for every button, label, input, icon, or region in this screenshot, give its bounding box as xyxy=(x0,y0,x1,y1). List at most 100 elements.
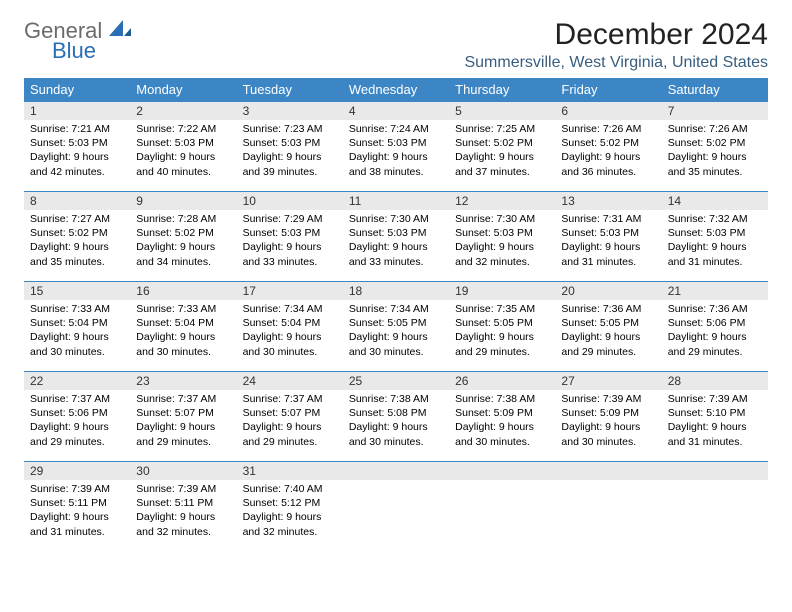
sunset-text: Sunset: 5:07 PM xyxy=(136,406,230,420)
day-content: Sunrise: 7:27 AMSunset: 5:02 PMDaylight:… xyxy=(24,210,130,275)
day-content: Sunrise: 7:29 AMSunset: 5:03 PMDaylight:… xyxy=(237,210,343,275)
sunset-text: Sunset: 5:09 PM xyxy=(455,406,549,420)
day-number-empty xyxy=(343,462,449,480)
sunrise-text: Sunrise: 7:35 AM xyxy=(455,302,549,316)
sunrise-text: Sunrise: 7:33 AM xyxy=(136,302,230,316)
day-number: 7 xyxy=(662,102,768,120)
daylight-text: Daylight: 9 hours and 33 minutes. xyxy=(243,240,337,268)
weekday-header-row: Sunday Monday Tuesday Wednesday Thursday… xyxy=(24,78,768,102)
sunset-text: Sunset: 5:11 PM xyxy=(136,496,230,510)
weekday-header: Monday xyxy=(130,78,236,102)
day-number: 5 xyxy=(449,102,555,120)
calendar-day-cell: 17Sunrise: 7:34 AMSunset: 5:04 PMDayligh… xyxy=(237,282,343,372)
sunrise-text: Sunrise: 7:25 AM xyxy=(455,122,549,136)
calendar-day-cell: 26Sunrise: 7:38 AMSunset: 5:09 PMDayligh… xyxy=(449,372,555,462)
sunset-text: Sunset: 5:05 PM xyxy=(455,316,549,330)
logo: General Blue xyxy=(24,18,133,64)
sunrise-text: Sunrise: 7:38 AM xyxy=(349,392,443,406)
sunset-text: Sunset: 5:06 PM xyxy=(30,406,124,420)
day-content: Sunrise: 7:32 AMSunset: 5:03 PMDaylight:… xyxy=(662,210,768,275)
calendar-day-cell: 24Sunrise: 7:37 AMSunset: 5:07 PMDayligh… xyxy=(237,372,343,462)
weekday-header: Wednesday xyxy=(343,78,449,102)
day-number: 23 xyxy=(130,372,236,390)
day-content: Sunrise: 7:30 AMSunset: 5:03 PMDaylight:… xyxy=(343,210,449,275)
sunset-text: Sunset: 5:05 PM xyxy=(349,316,443,330)
day-content: Sunrise: 7:39 AMSunset: 5:11 PMDaylight:… xyxy=(24,480,130,545)
calendar-day-cell: 6Sunrise: 7:26 AMSunset: 5:02 PMDaylight… xyxy=(555,102,661,192)
sunrise-text: Sunrise: 7:40 AM xyxy=(243,482,337,496)
daylight-text: Daylight: 9 hours and 31 minutes. xyxy=(30,510,124,538)
daylight-text: Daylight: 9 hours and 30 minutes. xyxy=(349,420,443,448)
day-content: Sunrise: 7:25 AMSunset: 5:02 PMDaylight:… xyxy=(449,120,555,185)
calendar-day-cell: 7Sunrise: 7:26 AMSunset: 5:02 PMDaylight… xyxy=(662,102,768,192)
sunrise-text: Sunrise: 7:34 AM xyxy=(349,302,443,316)
day-number: 22 xyxy=(24,372,130,390)
sunset-text: Sunset: 5:03 PM xyxy=(668,226,762,240)
day-number: 28 xyxy=(662,372,768,390)
sunset-text: Sunset: 5:06 PM xyxy=(668,316,762,330)
day-content: Sunrise: 7:30 AMSunset: 5:03 PMDaylight:… xyxy=(449,210,555,275)
daylight-text: Daylight: 9 hours and 29 minutes. xyxy=(30,420,124,448)
calendar-day-cell: 29Sunrise: 7:39 AMSunset: 5:11 PMDayligh… xyxy=(24,462,130,552)
day-number: 16 xyxy=(130,282,236,300)
calendar-day-cell: 10Sunrise: 7:29 AMSunset: 5:03 PMDayligh… xyxy=(237,192,343,282)
calendar-day-cell: 27Sunrise: 7:39 AMSunset: 5:09 PMDayligh… xyxy=(555,372,661,462)
sunset-text: Sunset: 5:10 PM xyxy=(668,406,762,420)
daylight-text: Daylight: 9 hours and 31 minutes. xyxy=(668,240,762,268)
day-content: Sunrise: 7:26 AMSunset: 5:02 PMDaylight:… xyxy=(555,120,661,185)
calendar-day-cell: 23Sunrise: 7:37 AMSunset: 5:07 PMDayligh… xyxy=(130,372,236,462)
sunset-text: Sunset: 5:03 PM xyxy=(455,226,549,240)
day-content: Sunrise: 7:35 AMSunset: 5:05 PMDaylight:… xyxy=(449,300,555,365)
calendar-day-cell: 25Sunrise: 7:38 AMSunset: 5:08 PMDayligh… xyxy=(343,372,449,462)
daylight-text: Daylight: 9 hours and 30 minutes. xyxy=(30,330,124,358)
calendar-day-cell: 21Sunrise: 7:36 AMSunset: 5:06 PMDayligh… xyxy=(662,282,768,372)
calendar-week-row: 1Sunrise: 7:21 AMSunset: 5:03 PMDaylight… xyxy=(24,102,768,192)
calendar-week-row: 15Sunrise: 7:33 AMSunset: 5:04 PMDayligh… xyxy=(24,282,768,372)
day-number: 21 xyxy=(662,282,768,300)
daylight-text: Daylight: 9 hours and 31 minutes. xyxy=(561,240,655,268)
daylight-text: Daylight: 9 hours and 35 minutes. xyxy=(668,150,762,178)
sunrise-text: Sunrise: 7:39 AM xyxy=(668,392,762,406)
day-content: Sunrise: 7:22 AMSunset: 5:03 PMDaylight:… xyxy=(130,120,236,185)
day-content: Sunrise: 7:39 AMSunset: 5:09 PMDaylight:… xyxy=(555,390,661,455)
sunrise-text: Sunrise: 7:33 AM xyxy=(30,302,124,316)
day-content: Sunrise: 7:23 AMSunset: 5:03 PMDaylight:… xyxy=(237,120,343,185)
calendar-day-cell: 5Sunrise: 7:25 AMSunset: 5:02 PMDaylight… xyxy=(449,102,555,192)
daylight-text: Daylight: 9 hours and 32 minutes. xyxy=(136,510,230,538)
sunrise-text: Sunrise: 7:39 AM xyxy=(136,482,230,496)
day-number: 12 xyxy=(449,192,555,210)
calendar-day-cell: 2Sunrise: 7:22 AMSunset: 5:03 PMDaylight… xyxy=(130,102,236,192)
day-number: 3 xyxy=(237,102,343,120)
calendar-day-cell: 30Sunrise: 7:39 AMSunset: 5:11 PMDayligh… xyxy=(130,462,236,552)
calendar-week-row: 29Sunrise: 7:39 AMSunset: 5:11 PMDayligh… xyxy=(24,462,768,552)
daylight-text: Daylight: 9 hours and 32 minutes. xyxy=(243,510,337,538)
sunrise-text: Sunrise: 7:39 AM xyxy=(561,392,655,406)
day-content: Sunrise: 7:39 AMSunset: 5:11 PMDaylight:… xyxy=(130,480,236,545)
sunset-text: Sunset: 5:11 PM xyxy=(30,496,124,510)
daylight-text: Daylight: 9 hours and 30 minutes. xyxy=(561,420,655,448)
daylight-text: Daylight: 9 hours and 29 minutes. xyxy=(668,330,762,358)
sunrise-text: Sunrise: 7:36 AM xyxy=(668,302,762,316)
daylight-text: Daylight: 9 hours and 31 minutes. xyxy=(668,420,762,448)
calendar-day-cell: 4Sunrise: 7:24 AMSunset: 5:03 PMDaylight… xyxy=(343,102,449,192)
calendar-day-cell: 28 Sunrise: 7:39 AMSunset: 5:10 PMDayligh… xyxy=(662,372,768,462)
daylight-text: Daylight: 9 hours and 30 minutes. xyxy=(136,330,230,358)
daylight-text: Daylight: 9 hours and 30 minutes. xyxy=(349,330,443,358)
day-number: 19 xyxy=(449,282,555,300)
sunrise-text: Sunrise: 7:27 AM xyxy=(30,212,124,226)
day-number: 25 xyxy=(343,372,449,390)
sunset-text: Sunset: 5:03 PM xyxy=(243,226,337,240)
sunrise-text: Sunrise: 7:37 AM xyxy=(30,392,124,406)
calendar-day-cell: 31Sunrise: 7:40 AMSunset: 5:12 PMDayligh… xyxy=(237,462,343,552)
calendar-day-cell: 9Sunrise: 7:28 AMSunset: 5:02 PMDaylight… xyxy=(130,192,236,282)
daylight-text: Daylight: 9 hours and 30 minutes. xyxy=(243,330,337,358)
day-number: 10 xyxy=(237,192,343,210)
logo-sail-icon xyxy=(107,18,133,43)
sunset-text: Sunset: 5:03 PM xyxy=(561,226,655,240)
sunrise-text: Sunrise: 7:37 AM xyxy=(136,392,230,406)
day-content: Sunrise: 7:36 AMSunset: 5:06 PMDaylight:… xyxy=(662,300,768,365)
sunset-text: Sunset: 5:04 PM xyxy=(136,316,230,330)
calendar-day-cell: 22 Sunrise: 7:37 AMSunset: 5:06 PMDayligh… xyxy=(24,372,130,462)
calendar-day-cell: 12Sunrise: 7:30 AMSunset: 5:03 PMDayligh… xyxy=(449,192,555,282)
daylight-text: Daylight: 9 hours and 30 minutes. xyxy=(455,420,549,448)
